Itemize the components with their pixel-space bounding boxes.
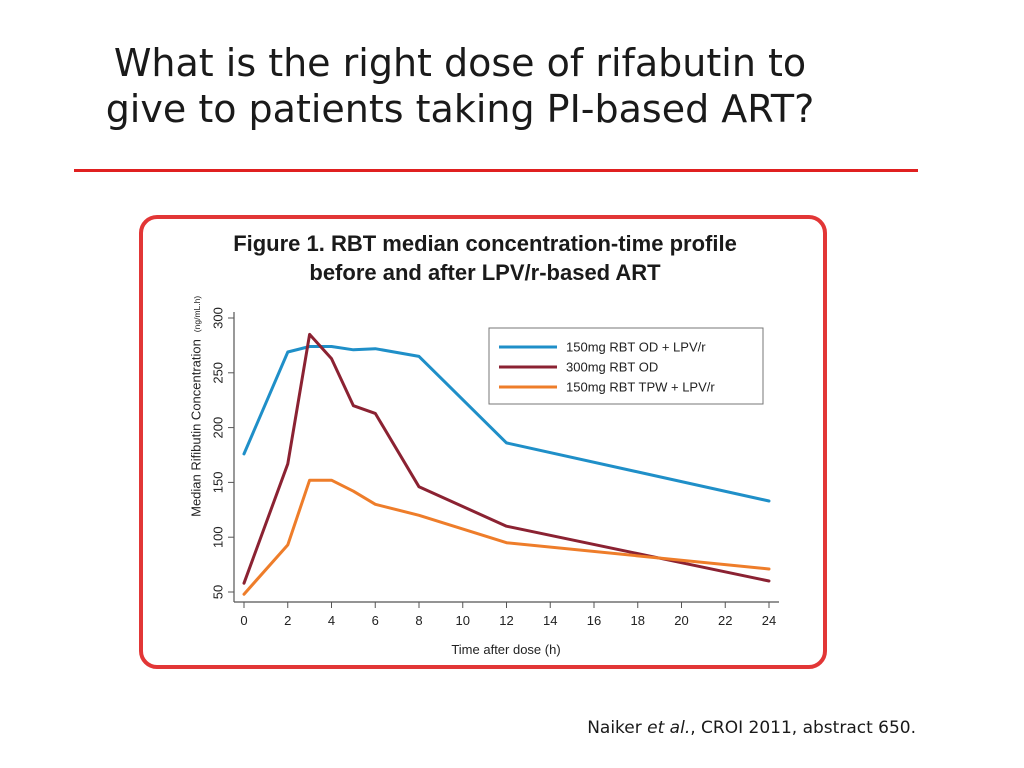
y-tick-label: 200 [211, 417, 226, 439]
x-axis-label: Time after dose (h) [451, 642, 560, 657]
x-tick-label: 10 [456, 613, 470, 628]
series-line-1 [242, 345, 771, 503]
x-tick-label: 2 [284, 613, 291, 628]
chart-axes: 0 2 4 6 8 10 12 14 16 18 20 22 2450100150200250300Ti… [189, 296, 779, 657]
x-tick-label: 22 [718, 613, 732, 628]
title-divider [74, 169, 918, 172]
y-axis-unit: (ng/mL.h) [192, 296, 202, 333]
x-tick-label: 8 [415, 613, 422, 628]
slide-title-line-1: What is the right dose of rifabutin to [113, 41, 807, 85]
legend-label-2: 300mg RBT OD [566, 360, 658, 375]
x-tick-label: 4 [328, 613, 335, 628]
figure-title: Figure 1. RBT median concentration-time … [150, 230, 820, 287]
citation: Naiker et al., CROI 2011, abstract 650. [587, 718, 916, 738]
legend-label-1: 150mg RBT OD + LPV/r [566, 340, 706, 355]
x-tick-label: 24 [762, 613, 776, 628]
citation-author: Naiker [587, 718, 648, 738]
y-tick-label: 250 [211, 362, 226, 384]
x-tick-label: 20 [674, 613, 688, 628]
citation-source: , CROI 2011, abstract 650. [690, 718, 916, 738]
series-line-2 [242, 332, 771, 585]
x-tick-label: 0 [240, 613, 247, 628]
legend-label-3: 150mg RBT TPW + LPV/r [566, 380, 715, 395]
figure-title-line-1: Figure 1. RBT median concentration-time … [233, 231, 737, 256]
slide-title-line-2: give to patients taking PI-based ART? [105, 87, 815, 132]
x-tick-label: 14 [543, 613, 557, 628]
y-tick-label: 100 [211, 526, 226, 548]
x-tick-label: 16 [587, 613, 601, 628]
y-axis-label: Median Rifibutin Concentration [189, 339, 204, 517]
slide-title: What is the right dose of rifabutin to g… [40, 40, 880, 133]
y-tick-label: 150 [211, 472, 226, 494]
citation-et-al: et al. [647, 718, 691, 738]
y-tick-label: 50 [211, 585, 226, 599]
chart-legend: 150mg RBT OD + LPV/r 300mg RBT OD 150mg RB… [488, 327, 764, 405]
x-tick-label: 18 [631, 613, 645, 628]
figure-frame [139, 215, 827, 669]
y-tick-label: 300 [211, 307, 226, 329]
x-tick-label: 6 [372, 613, 379, 628]
series-line-3 [242, 478, 771, 596]
x-tick-label: 12 [499, 613, 513, 628]
figure-title-line-2: before and after LPV/r-based ART [309, 259, 661, 285]
chart-series [242, 332, 771, 596]
